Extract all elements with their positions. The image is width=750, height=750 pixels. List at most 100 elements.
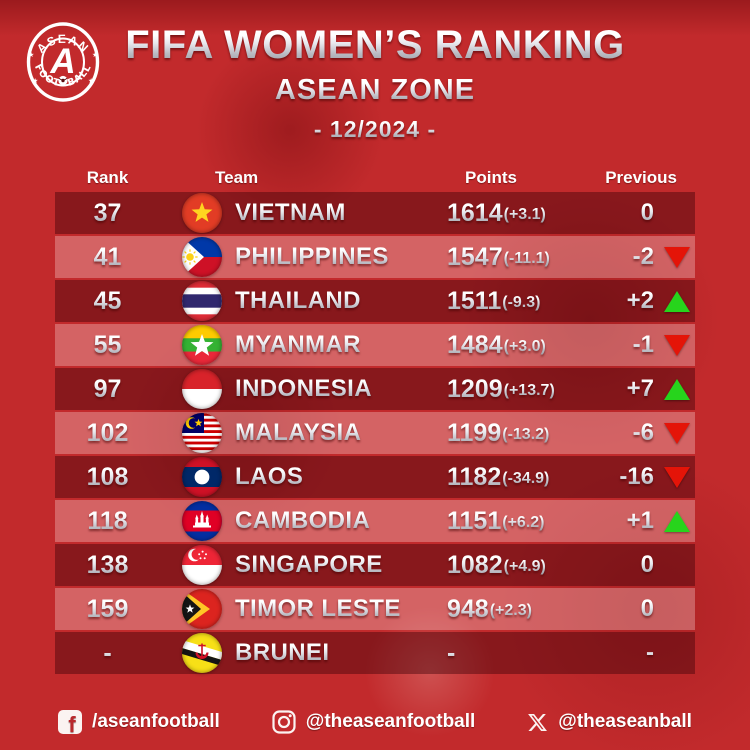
flag-cambodia-icon (182, 501, 222, 541)
previous-value: +2 (626, 287, 654, 314)
period-label: - 12/2024 - (0, 118, 750, 141)
points-change: (+3.1) (504, 203, 546, 224)
flag-singapore-icon (182, 545, 222, 585)
rank-value: 97 (55, 375, 160, 404)
svg-text:★: ★ (28, 51, 34, 59)
table-row: 118 CAMBODIA 1151 (+6.2) +1 (55, 500, 695, 542)
x-icon (527, 712, 548, 733)
points-value: 1082 (447, 550, 503, 579)
table-row: 138 SINGAPORE 1082 (+4.9) 0 (55, 544, 695, 586)
previous-value: -6 (632, 419, 654, 446)
team-name: MALAYSIA (235, 419, 362, 446)
points-change: (-13.2) (502, 423, 549, 444)
previous-value: 0 (640, 551, 654, 578)
trend-down-icon (664, 246, 690, 268)
flag-indonesia-icon (182, 369, 222, 409)
points-change: (+3.0) (504, 335, 546, 356)
team-name: TIMOR LESTE (235, 595, 401, 622)
team-name: THAILAND (235, 287, 361, 314)
points-change: (+4.9) (504, 555, 546, 576)
trend-down-icon (664, 466, 690, 488)
flag-brunei-icon (182, 633, 222, 673)
team-name: CAMBODIA (235, 507, 371, 534)
previous-value: -2 (632, 243, 654, 270)
points-value: 948 (447, 594, 489, 623)
previous-value: 0 (640, 595, 654, 622)
table-row: 102 MALAYSIA 1199 (-13.2) -6 (55, 412, 695, 454)
points-value: 1199 (447, 418, 502, 447)
table-row: 41 PHILIPPINES 1547 (-11.1) -2 (55, 236, 695, 278)
page-title: FIFA WOMEN’S RANKING (0, 25, 750, 65)
team-name: INDONESIA (235, 375, 372, 402)
svg-text:★: ★ (92, 51, 98, 59)
points-value: - (447, 638, 456, 667)
points-change: (+6.2) (502, 511, 544, 532)
table-row: 97 INDONESIA 1209 (+13.7) +7 (55, 368, 695, 410)
flag-philippines-icon (182, 237, 222, 277)
previous-value: +1 (626, 507, 654, 534)
table-row: - BRUNEI - - (55, 632, 695, 674)
rank-value: 138 (55, 551, 160, 580)
previous-value: -1 (632, 331, 654, 358)
rank-value: - (55, 639, 160, 668)
flag-timor-leste-icon (182, 589, 222, 629)
column-header-previous: Previous (605, 168, 677, 187)
facebook-handle: f /aseanfootball (58, 710, 220, 734)
rank-value: 159 (55, 595, 160, 624)
x-text: @theaseanball (558, 711, 692, 732)
trend-down-icon (664, 334, 690, 356)
flag-myanmar-icon (182, 325, 222, 365)
points-change: (-34.9) (502, 467, 549, 488)
facebook-icon: f (58, 710, 83, 734)
rank-value: 118 (55, 507, 160, 536)
flag-vietnam-icon (182, 193, 222, 233)
rank-value: 37 (55, 199, 160, 228)
svg-text:★: ★ (88, 77, 94, 85)
table-header: Rank Team Points Previous (55, 166, 695, 190)
previous-value: -16 (619, 463, 654, 490)
team-name: LAOS (235, 463, 304, 490)
points-value: 1511 (447, 286, 502, 315)
instagram-handle: @theaseanfootball (272, 710, 476, 734)
previous-value: +7 (626, 375, 654, 402)
table-row: 159 TIMOR LESTE 948 (+2.3) 0 (55, 588, 695, 630)
points-value: 1209 (447, 374, 503, 403)
svg-text:ASEAN: ASEAN (34, 32, 92, 56)
trend-none-icon (664, 203, 690, 224)
logo-football-icon (58, 75, 68, 86)
trend-up-icon (664, 510, 690, 532)
points-value: 1484 (447, 330, 503, 359)
trend-none-icon (664, 555, 690, 576)
instagram-text: @theaseanfootball (305, 711, 476, 732)
points-value: 1614 (447, 198, 503, 227)
footer: f /aseanfootball @theaseanfootball @thea… (0, 702, 750, 742)
logo-stars: ★ ★ ★ ★ (28, 51, 98, 85)
column-header-points: Points (465, 168, 517, 187)
points-change: (+2.3) (490, 599, 532, 620)
table-row: 55 MYANMAR 1484 (+3.0) -1 (55, 324, 695, 366)
asean-football-logo: ASEAN FOOT★BALL ★★ ★★ A (17, 14, 109, 110)
facebook-text: /aseanfootball (92, 711, 220, 732)
table-body: 37 VIETNAM 1614 (+3.1) 0 41 PHILIPPINES … (55, 192, 695, 674)
points-value: 1547 (447, 242, 503, 271)
column-header-team: Team (215, 168, 259, 187)
flag-laos-icon (182, 457, 222, 497)
points-value: 1151 (447, 506, 502, 535)
rank-value: 45 (55, 287, 160, 316)
logo-letter: A (49, 42, 75, 81)
points-change: (+13.7) (504, 379, 555, 400)
previous-value: 0 (640, 199, 654, 226)
table-row: 37 VIETNAM 1614 (+3.1) 0 (55, 192, 695, 234)
flag-malaysia-icon (182, 413, 222, 453)
trend-up-icon (664, 378, 690, 400)
team-name: BRUNEI (235, 639, 330, 666)
trend-down-icon (664, 422, 690, 444)
team-name: SINGAPORE (235, 551, 383, 578)
team-name: VIETNAM (235, 199, 346, 226)
instagram-icon (272, 710, 296, 734)
asean-football-badge-icon: ASEAN FOOT★BALL ★★ ★★ A (26, 22, 100, 102)
trend-up-icon (664, 290, 690, 312)
x-handle: @theaseanball (527, 711, 692, 733)
rank-value: 41 (55, 243, 160, 272)
